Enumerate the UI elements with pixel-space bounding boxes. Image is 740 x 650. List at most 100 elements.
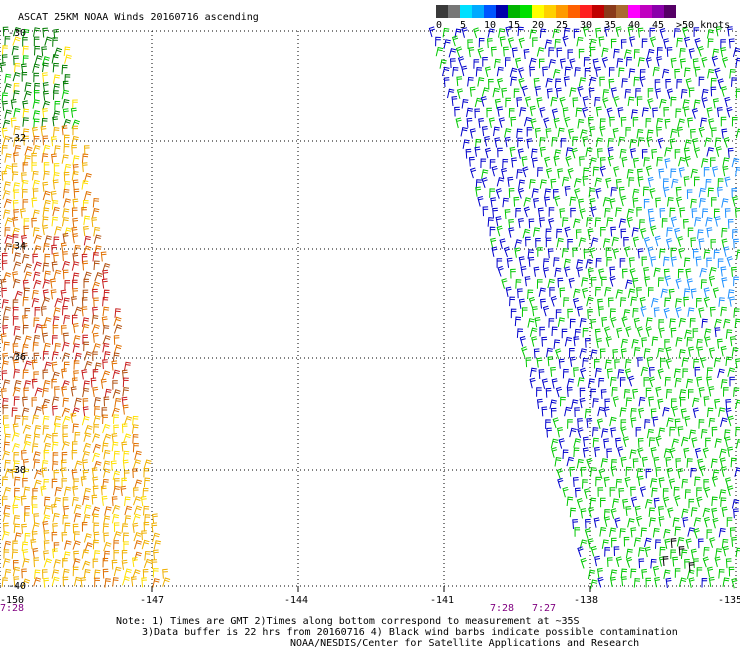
wind-barb <box>486 38 493 49</box>
wind-barb <box>528 296 536 308</box>
wind-barb <box>710 157 716 168</box>
wind-barb <box>650 225 657 237</box>
wind-barb <box>33 334 41 345</box>
wind-barb <box>83 215 91 226</box>
wind-barb <box>53 236 60 247</box>
wind-barb <box>62 297 70 307</box>
wind-barb <box>703 479 709 489</box>
wind-barb <box>721 227 728 238</box>
wind-barb <box>13 515 20 525</box>
wind-barb <box>13 125 21 136</box>
wind-barb <box>101 442 109 453</box>
colorbar-swatch <box>460 5 472 18</box>
wind-barb <box>557 477 564 489</box>
wind-barb <box>23 335 32 345</box>
wind-barb <box>93 397 101 407</box>
wind-barb <box>722 545 729 557</box>
wind-barb <box>550 178 557 189</box>
wind-barb <box>72 566 79 577</box>
wind-barb <box>113 450 120 461</box>
wind-barb <box>580 508 587 519</box>
map-title: ASCAT 25KM NOAA Winds 20160716 ascending <box>18 12 259 23</box>
wind-barb <box>578 198 584 209</box>
wind-barb <box>103 532 109 543</box>
wind-barb <box>456 76 463 87</box>
wind-barb <box>481 169 489 179</box>
wind-barb <box>23 380 32 390</box>
wind-barb <box>584 528 591 539</box>
wind-barb <box>120 485 127 496</box>
wind-barb <box>603 476 610 488</box>
wind-barb <box>551 447 558 458</box>
wind-barb <box>599 157 606 167</box>
wind-barb <box>42 181 49 192</box>
wind-barb <box>2 404 9 415</box>
wind-barb <box>669 318 676 328</box>
wind-barb <box>548 217 555 229</box>
wind-barb <box>43 270 51 281</box>
wind-barb <box>515 207 522 218</box>
wind-barb <box>22 324 29 335</box>
wind-barb <box>732 47 740 58</box>
wind-barb <box>124 568 132 578</box>
wind-barb <box>572 136 579 147</box>
wind-barb <box>545 387 552 398</box>
wind-barb <box>701 208 709 218</box>
wind-barb <box>572 297 580 309</box>
wind-barb <box>595 258 602 268</box>
wind-barb <box>656 156 663 167</box>
wind-barb <box>72 125 78 136</box>
wind-barb <box>626 56 633 67</box>
wind-barb <box>63 198 72 208</box>
wind-barb <box>101 370 111 380</box>
wind-barb <box>600 227 606 237</box>
wind-barb <box>82 387 90 398</box>
wind-barb <box>609 527 617 537</box>
wind-barb <box>630 407 637 418</box>
wind-barb <box>731 577 738 589</box>
wind-barb <box>62 576 69 587</box>
wind-barb <box>535 86 541 97</box>
wind-barb <box>632 236 639 248</box>
wind-barb <box>32 253 38 264</box>
wind-barb <box>52 110 61 120</box>
wind-barb <box>632 188 640 199</box>
wind-barb <box>12 278 21 289</box>
wind-barb <box>673 486 680 497</box>
wind-barb <box>653 267 661 278</box>
wind-barb <box>53 28 60 39</box>
wind-barb <box>42 216 49 227</box>
wind-barb <box>569 318 576 329</box>
wind-barb <box>121 523 129 533</box>
wind-barb <box>61 125 68 136</box>
wind-barb <box>12 504 19 515</box>
wind-barb <box>51 216 59 227</box>
wind-barb <box>23 90 32 101</box>
wind-barb <box>63 46 71 56</box>
wind-barb <box>674 568 681 578</box>
wind-barb <box>51 531 58 542</box>
wind-barb <box>3 198 12 208</box>
wind-barb <box>691 108 699 119</box>
wind-barb <box>51 371 60 382</box>
wind-barb <box>736 249 740 259</box>
wind-barb <box>720 497 727 507</box>
wind-barb <box>487 28 495 38</box>
wind-barb <box>727 367 736 377</box>
wind-barb <box>552 189 559 199</box>
wind-barb <box>712 517 719 529</box>
wind-barb <box>23 271 32 281</box>
wind-barb <box>633 49 640 59</box>
wind-barb <box>564 116 571 128</box>
wind-barb <box>734 467 740 477</box>
wind-barb <box>696 496 703 508</box>
wind-barb <box>589 497 597 508</box>
wind-barb <box>733 238 739 249</box>
wind-barb <box>151 522 158 533</box>
wind-barb <box>688 389 694 399</box>
wind-barb <box>152 513 158 524</box>
wind-barb <box>71 469 78 480</box>
wind-barb <box>469 167 477 179</box>
wind-barb <box>496 225 503 237</box>
wind-barb <box>612 127 619 139</box>
